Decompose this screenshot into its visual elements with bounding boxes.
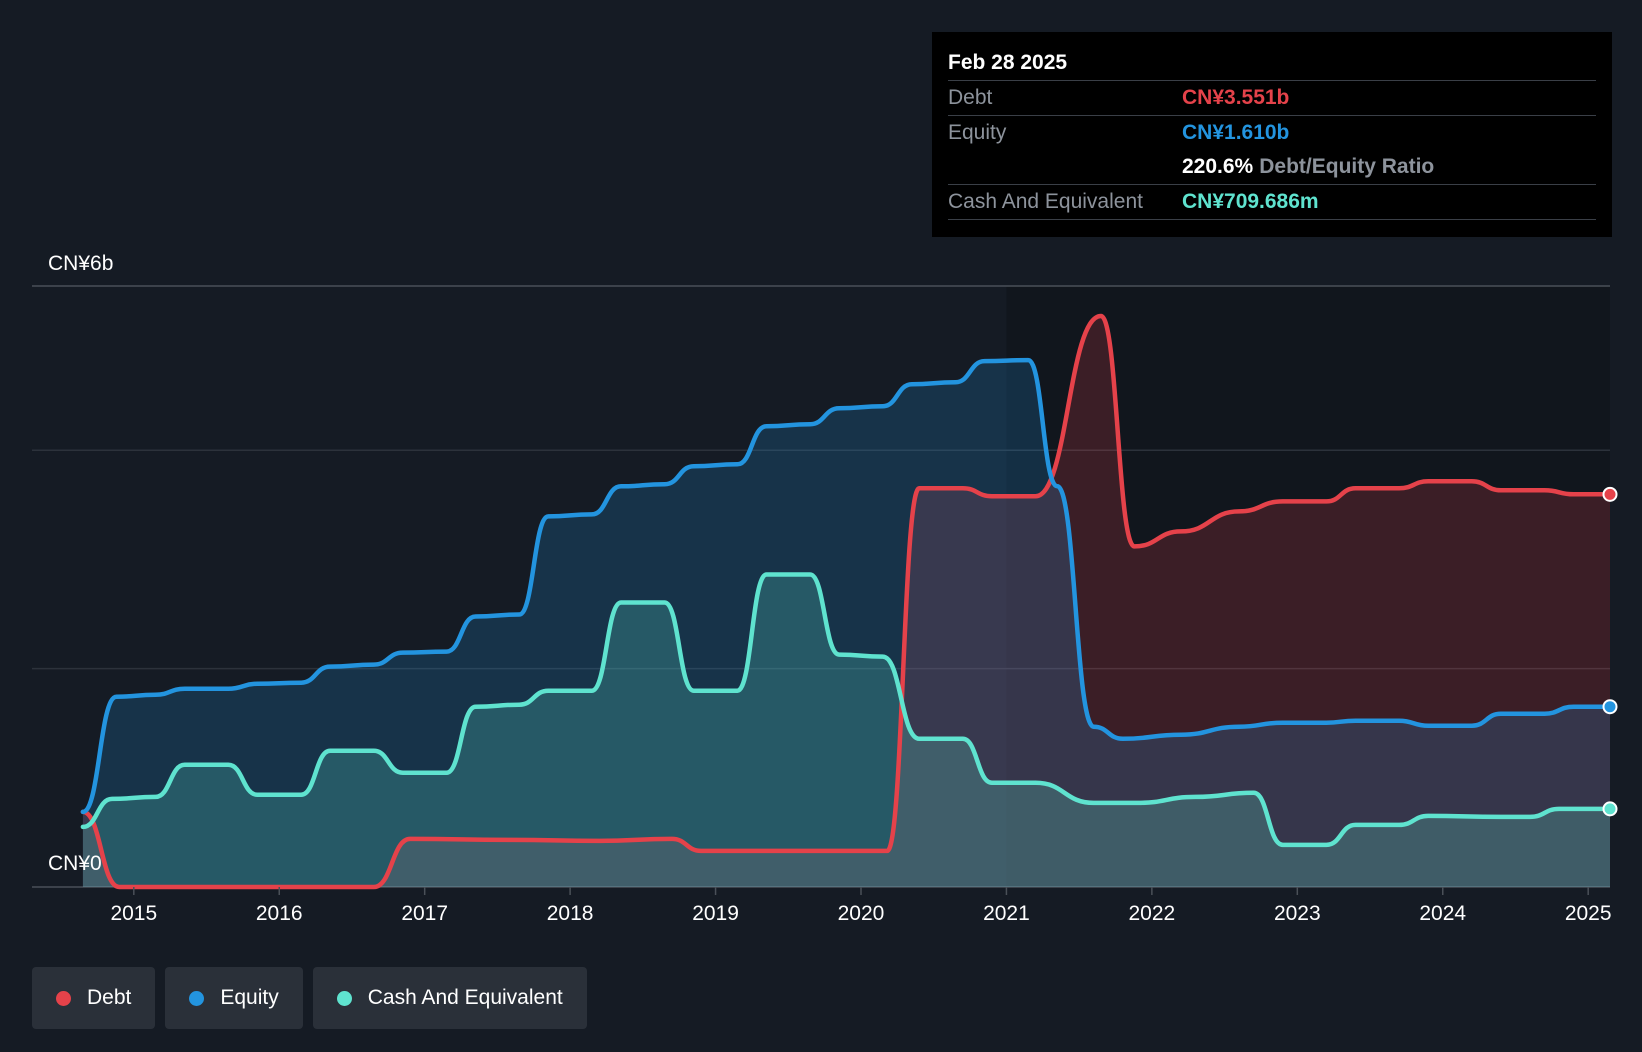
tooltip-ratio-label: Debt/Equity Ratio (1259, 155, 1435, 178)
x-tick-label: 2025 (1565, 902, 1612, 925)
legend-item-equity[interactable]: Equity (165, 967, 303, 1029)
x-tick-label: 2016 (256, 902, 303, 925)
x-tick-label: 2018 (547, 902, 594, 925)
x-tick-label: 2022 (1129, 902, 1176, 925)
y-label-top: CN¥6b (48, 252, 113, 275)
x-tick-label: 2021 (983, 902, 1030, 925)
debt-end-dot (1602, 486, 1618, 502)
debt-dot-icon (56, 990, 71, 1006)
tooltip-cash-label: Cash And Equivalent (948, 190, 1143, 213)
chart-end-dots (1602, 486, 1618, 817)
legend-label-equity: Equity (220, 986, 279, 1009)
equity-dot-icon (189, 990, 205, 1006)
x-tick-label: 2015 (110, 902, 157, 925)
x-tick-label: 2019 (692, 902, 739, 925)
tooltip-equity-label: Equity (948, 121, 1007, 144)
plot-background-right (1006, 286, 1610, 887)
legend-item-cash[interactable]: Cash And Equivalent (312, 967, 587, 1029)
x-tick-label: 2020 (838, 902, 885, 925)
tooltip-equity-row: Equity CN¥1.610b (948, 115, 1596, 150)
equity-area (82, 360, 1610, 888)
x-tick-label: 2024 (1419, 902, 1466, 925)
equity-end-dot (1602, 699, 1618, 715)
x-tick-label: 2017 (401, 902, 448, 925)
chart-areas (82, 316, 1610, 888)
tooltip-debt-row: Debt CN¥3.551b (948, 80, 1596, 115)
chart-legend: Debt Equity Cash And Equivalent (32, 967, 587, 1029)
tooltip-date: Feb 28 2025 (948, 51, 1068, 74)
tooltip-ratio-row: 220.6% Debt/Equity Ratio (948, 150, 1596, 184)
y-label-bottom: CN¥0 (48, 852, 102, 875)
cash-end-dot (1602, 801, 1618, 817)
cash-line (80, 572, 1613, 848)
tooltip-debt-value: CN¥3.551b (1182, 86, 1290, 109)
x-tick-label: 2023 (1274, 902, 1321, 925)
chart-grid (32, 285, 1610, 888)
tooltip-equity-value: CN¥1.610b (1182, 121, 1290, 144)
tooltip-debt-label: Debt (948, 86, 993, 109)
legend-label-debt: Debt (87, 986, 132, 1009)
legend-item-debt[interactable]: Debt (32, 967, 156, 1029)
cash-area (82, 574, 1610, 887)
debt-line (80, 313, 1613, 890)
tooltip-ratio-value: 220.6% (1182, 155, 1254, 178)
chart-lines (80, 313, 1613, 890)
x-axis-ticks: 2015 2016 2017 2018 2019 2020 2021 2022 2023 2024… (110, 887, 1612, 925)
tooltip-panel: Feb 28 2025 Debt CN¥3.551b Equity CN¥1.6… (932, 32, 1612, 237)
equity-line (80, 357, 1613, 815)
legend-label-cash: Cash And Equivalent (367, 986, 563, 1009)
cash-dot-icon (336, 990, 352, 1006)
tooltip-cash-row: Cash And Equivalent CN¥709.686m (948, 184, 1596, 220)
debt-area (82, 316, 1610, 887)
tooltip-cash-value: CN¥709.686m (1182, 190, 1319, 213)
